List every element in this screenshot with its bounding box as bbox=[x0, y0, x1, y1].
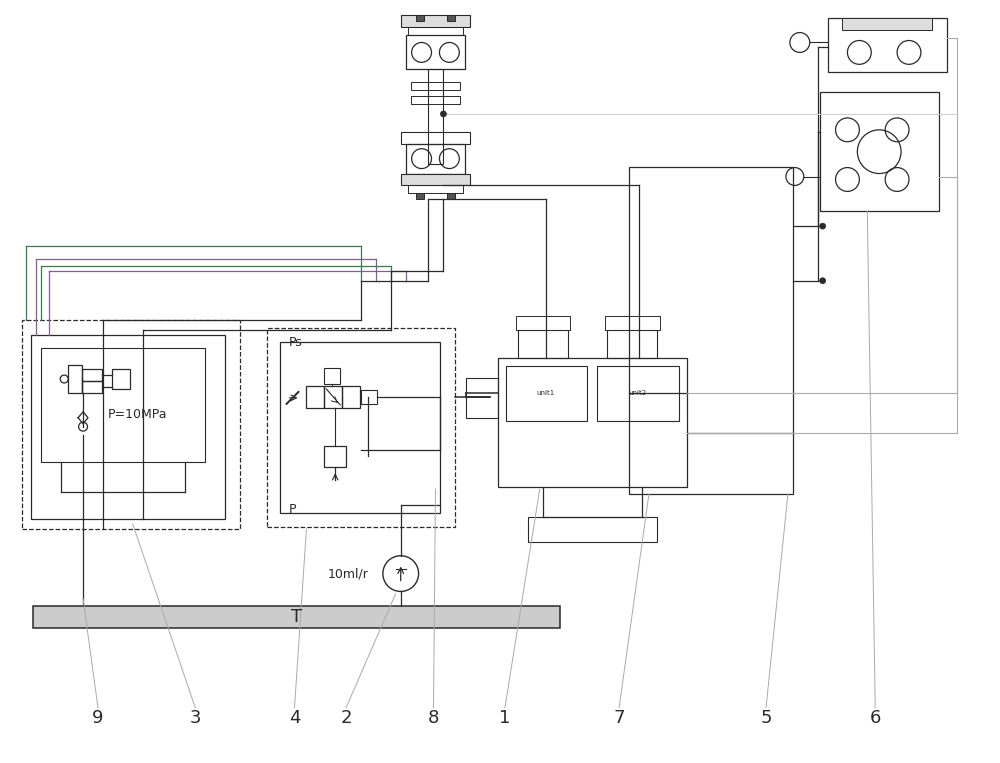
Text: 5: 5 bbox=[760, 709, 772, 726]
Text: unit2: unit2 bbox=[628, 390, 646, 396]
Text: 4: 4 bbox=[289, 709, 300, 726]
Text: 7: 7 bbox=[613, 709, 625, 726]
Bar bbox=[324, 446, 346, 468]
Bar bbox=[82, 369, 102, 381]
Bar bbox=[68, 365, 82, 393]
Bar bbox=[629, 166, 793, 494]
Bar bbox=[361, 390, 377, 404]
Bar bbox=[447, 193, 455, 199]
Bar bbox=[820, 92, 939, 211]
Text: 10ml/r: 10ml/r bbox=[328, 567, 369, 580]
Bar bbox=[408, 185, 463, 193]
Bar bbox=[411, 82, 460, 90]
Text: 2: 2 bbox=[340, 709, 352, 726]
Circle shape bbox=[440, 111, 446, 117]
Circle shape bbox=[820, 223, 826, 229]
Bar bbox=[280, 343, 440, 513]
Bar bbox=[82, 381, 102, 393]
Bar bbox=[22, 320, 240, 529]
Bar bbox=[607, 330, 657, 358]
Text: Ps: Ps bbox=[289, 336, 302, 349]
Bar bbox=[516, 317, 570, 330]
Bar bbox=[406, 143, 465, 173]
Bar bbox=[267, 328, 455, 527]
Bar bbox=[406, 34, 465, 69]
Bar bbox=[408, 27, 463, 34]
Bar bbox=[498, 358, 687, 488]
Bar bbox=[528, 517, 657, 542]
Text: 9: 9 bbox=[92, 709, 104, 726]
Text: 3: 3 bbox=[189, 709, 201, 726]
Bar bbox=[466, 378, 498, 417]
Bar bbox=[342, 386, 360, 407]
Text: 1: 1 bbox=[499, 709, 511, 726]
Bar bbox=[401, 132, 470, 143]
Text: T: T bbox=[291, 608, 302, 626]
Bar bbox=[416, 14, 424, 21]
Bar bbox=[842, 18, 932, 30]
Text: unit1: unit1 bbox=[537, 390, 555, 396]
Bar bbox=[112, 369, 130, 389]
Bar bbox=[401, 173, 470, 185]
Circle shape bbox=[820, 278, 826, 284]
Bar bbox=[401, 14, 470, 27]
Text: P: P bbox=[289, 503, 296, 516]
Bar bbox=[447, 14, 455, 21]
Bar bbox=[597, 366, 679, 420]
Bar bbox=[306, 386, 324, 407]
Bar bbox=[828, 18, 947, 72]
Bar bbox=[31, 336, 225, 519]
Bar bbox=[506, 366, 587, 420]
Bar bbox=[324, 386, 342, 407]
Bar bbox=[324, 368, 340, 384]
Bar bbox=[428, 69, 443, 163]
Bar bbox=[41, 348, 205, 462]
Bar bbox=[518, 330, 568, 358]
Text: P=10MPa: P=10MPa bbox=[108, 408, 167, 421]
Circle shape bbox=[383, 555, 419, 591]
Bar bbox=[416, 193, 424, 199]
Text: 8: 8 bbox=[428, 709, 439, 726]
Bar bbox=[411, 96, 460, 104]
Bar bbox=[605, 317, 660, 330]
Bar bbox=[33, 607, 560, 628]
Text: 6: 6 bbox=[870, 709, 881, 726]
